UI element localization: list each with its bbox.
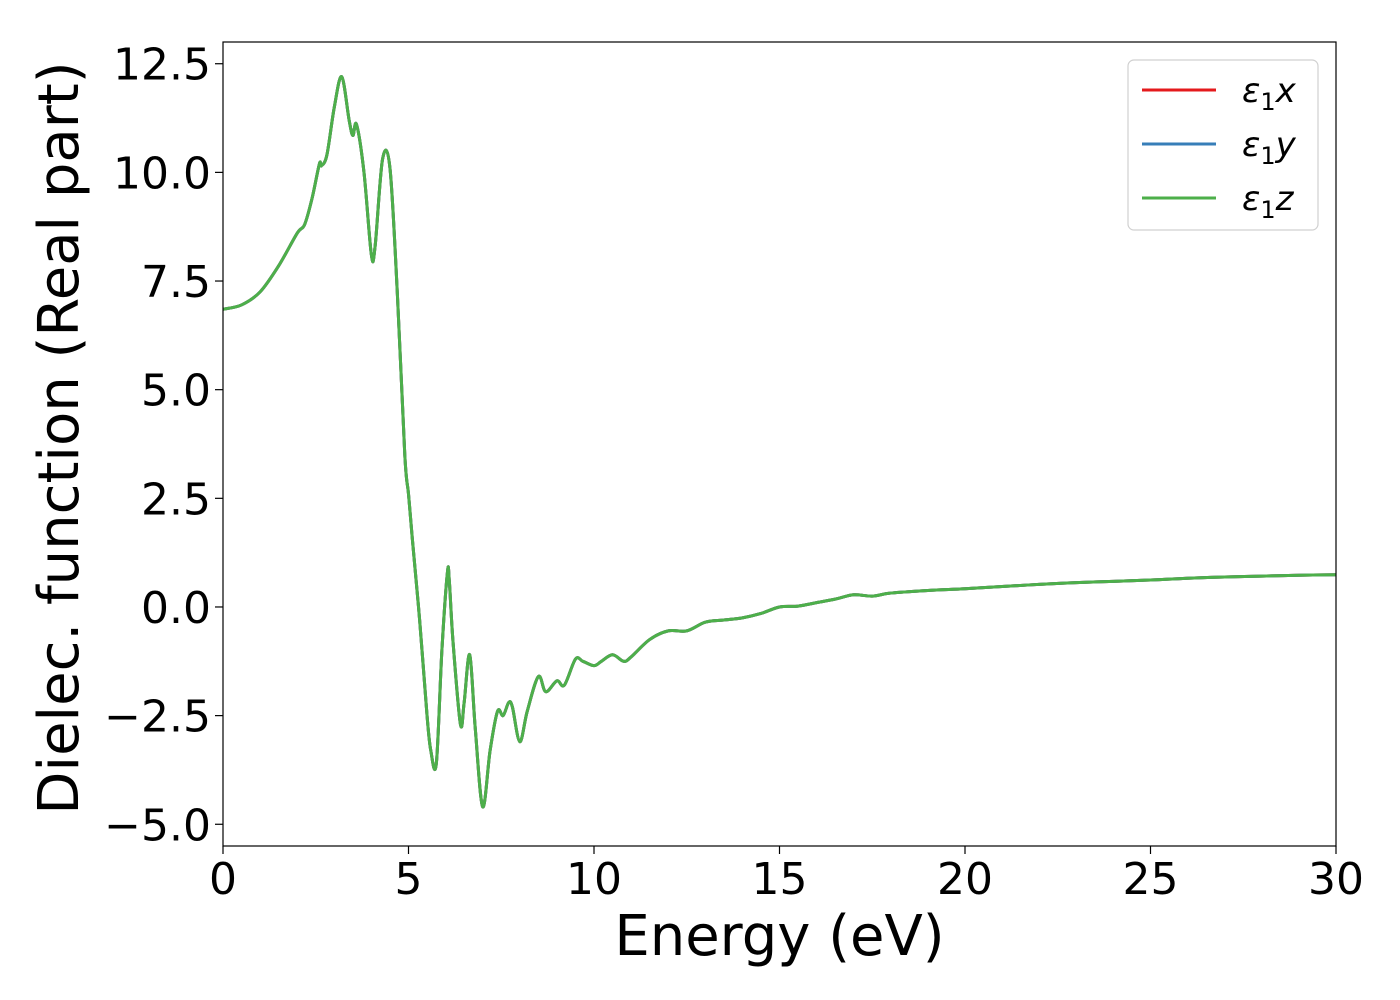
y-axis-ticks: −5.0 −2.5 0.0 2.5 5.0 7.5 10.0 12.5 xyxy=(104,40,223,851)
x-tick-label: 5 xyxy=(395,854,423,905)
x-tick-label: 20 xyxy=(937,854,993,905)
x-tick-label: 30 xyxy=(1308,854,1364,905)
legend-label: ε1x xyxy=(1242,71,1297,116)
x-axis-label: Energy (eV) xyxy=(614,904,944,969)
y-tick-label: 0.0 xyxy=(141,583,211,634)
series-line-ε1z xyxy=(223,75,1336,809)
legend: ε1x ε1y ε1z xyxy=(1127,59,1319,231)
x-tick-label: 10 xyxy=(566,854,622,905)
y-tick-label: 5.0 xyxy=(141,366,211,417)
legend-frame xyxy=(1127,59,1319,231)
y-tick-label: 10.0 xyxy=(113,148,211,199)
series-layer xyxy=(223,75,1336,809)
x-tick-label: 0 xyxy=(209,854,237,905)
y-axis-label: Dielec. function (Real part) xyxy=(27,61,92,814)
legend-label: ε1z xyxy=(1242,179,1295,224)
y-tick-label: 12.5 xyxy=(113,40,211,91)
y-tick-label: 7.5 xyxy=(141,257,211,308)
x-tick-label: 25 xyxy=(1123,854,1179,905)
legend-label: ε1y xyxy=(1242,125,1297,170)
y-tick-label: −2.5 xyxy=(104,692,211,743)
y-tick-label: −5.0 xyxy=(104,800,211,851)
y-tick-label: 2.5 xyxy=(141,474,211,525)
x-tick-label: 15 xyxy=(752,854,808,905)
x-axis-ticks: 0 5 10 15 20 25 30 xyxy=(209,846,1364,905)
